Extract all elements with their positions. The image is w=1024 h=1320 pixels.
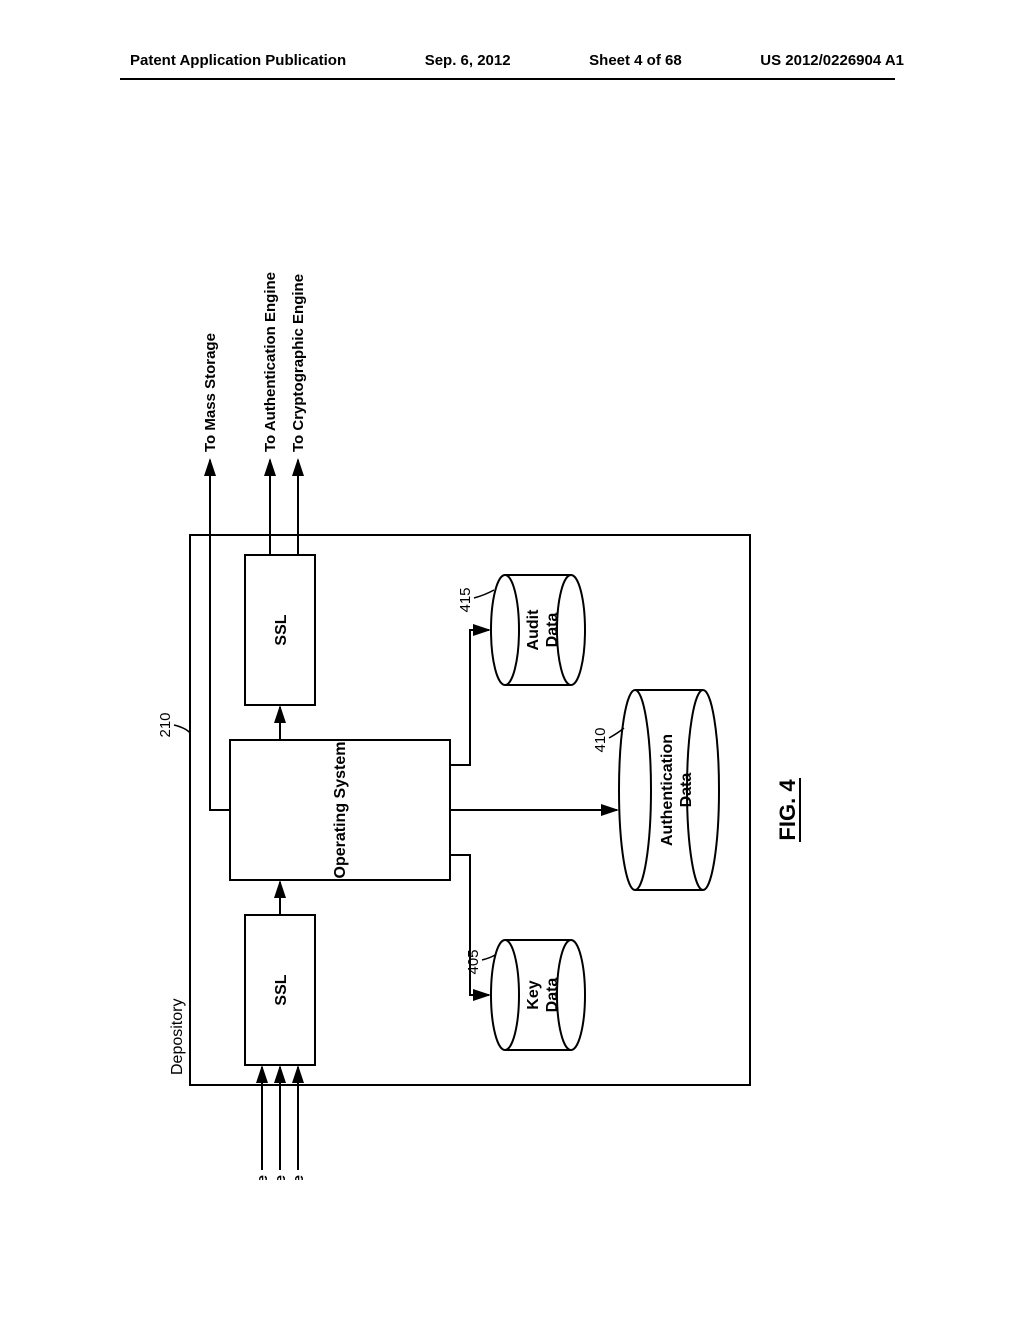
figure-area: Depository 210 SSL Operating System SSL [130, 180, 890, 1180]
page: Patent Application Publication Sep. 6, 2… [0, 0, 1024, 1320]
header-sheet: Sheet 4 of 68 [589, 52, 682, 69]
auth-data-l1: Authentication [659, 734, 676, 846]
figure-label: FIG. 4 [775, 779, 800, 841]
audit-data-l2: Data [544, 613, 561, 648]
out-mass-label: To Mass Storage [202, 333, 219, 452]
ref-210: 210 [157, 712, 174, 737]
ref-410: 410 [592, 727, 609, 752]
ref-405: 405 [465, 949, 482, 974]
auth-data-cyl: Authentication Data [619, 690, 719, 890]
arrow-os-auditdata [450, 630, 489, 765]
in-crypto-label: From Cryptographic Engine [272, 1175, 289, 1180]
audit-data-l1: Audit [525, 609, 542, 651]
os-label: Operating System [332, 742, 349, 879]
key-data-l1: Key [525, 980, 542, 1009]
page-header: Patent Application Publication Sep. 6, 2… [0, 52, 1024, 69]
key-data-cyl: Key Data [491, 940, 585, 1050]
ref-415: 415 [457, 587, 474, 612]
out-crypto-label: To Cryptographic Engine [290, 274, 307, 452]
in-auth-label: From Authentication Engine [254, 1175, 271, 1180]
header-left: Patent Application Publication [130, 52, 346, 69]
ssl-right-label: SSL [273, 614, 290, 645]
in-trans-label: From Transaction Engine [290, 1175, 307, 1180]
arrow-out-mass [210, 460, 230, 810]
ref-405-leader [482, 955, 495, 960]
key-data-l2: Data [544, 978, 561, 1013]
auth-data-l2: Data [678, 773, 695, 808]
header-rule [120, 78, 895, 80]
depository-title: Depository [169, 999, 186, 1075]
ref-415-leader [474, 590, 494, 598]
ssl-left-label: SSL [273, 974, 290, 1005]
header-center: Sep. 6, 2012 [425, 52, 511, 69]
header-right: US 2012/0226904 A1 [760, 52, 904, 69]
ref-210-leader [174, 725, 190, 733]
out-auth-label: To Authentication Engine [262, 272, 279, 452]
audit-data-cyl: Audit Data [491, 575, 585, 685]
diagram-svg: Depository 210 SSL Operating System SSL [130, 180, 890, 1180]
arrow-os-keydata [450, 855, 489, 995]
